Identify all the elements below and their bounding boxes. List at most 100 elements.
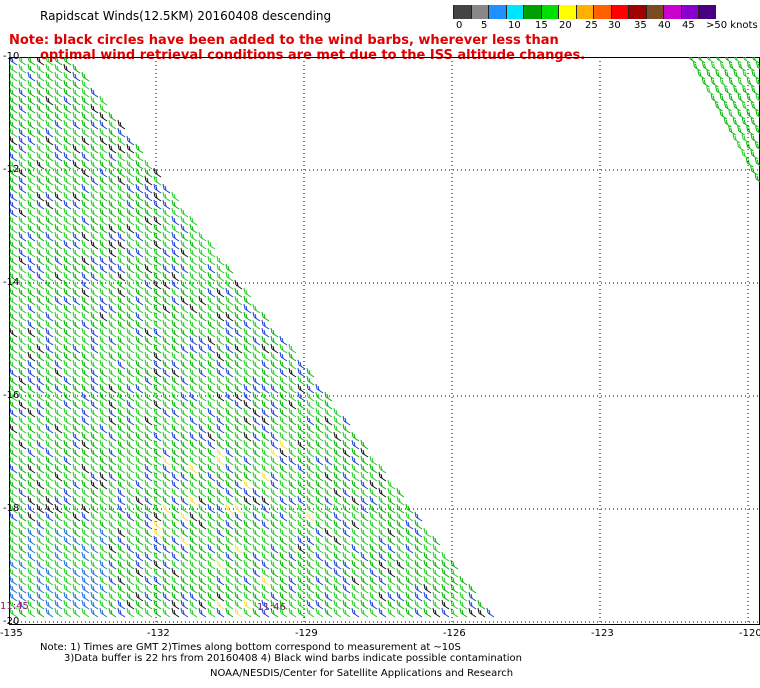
- wind-barb: [81, 471, 90, 482]
- wind-barb: [90, 199, 99, 210]
- wind-barb: [90, 247, 99, 258]
- wind-barb: [162, 367, 171, 378]
- wind-barb: [243, 343, 252, 354]
- wind-barb: [135, 439, 144, 450]
- wind-barb: [207, 607, 216, 618]
- wind-barb: [752, 57, 760, 64]
- wind-barb: [63, 327, 72, 338]
- wind-barb: [171, 591, 180, 602]
- longitude-label: -129: [295, 628, 318, 639]
- wind-barb: [117, 327, 126, 338]
- wind-barb: [99, 95, 108, 106]
- wind-barb: [36, 311, 45, 322]
- wind-barb: [9, 87, 18, 98]
- wind-barb: [18, 471, 27, 482]
- wind-barb: [72, 223, 81, 234]
- wind-barb: [216, 503, 225, 514]
- wind-barb: [252, 399, 261, 410]
- wind-barb: [63, 439, 72, 450]
- wind-barb: [225, 263, 234, 274]
- wind-barb: [270, 551, 279, 562]
- wind-barb: [342, 503, 351, 514]
- wind-barb: [63, 103, 72, 114]
- wind-barb: [144, 519, 153, 530]
- wind-barb: [117, 583, 126, 594]
- wind-barb: [279, 375, 288, 386]
- wind-barb: [270, 383, 279, 394]
- wind-barb: [108, 167, 117, 178]
- wind-barb: [234, 327, 243, 338]
- wind-barb: [189, 255, 198, 266]
- wind-barb: [315, 583, 324, 594]
- wind-barb: [207, 335, 216, 346]
- wind-barb: [90, 167, 99, 178]
- wind-barb: [72, 63, 81, 74]
- wind-barb: [135, 383, 144, 394]
- wind-barb: [243, 303, 252, 314]
- wind-barb: [270, 455, 279, 466]
- wind-barb: [153, 247, 162, 258]
- wind-barb: [737, 125, 745, 136]
- wind-barb: [126, 151, 135, 162]
- wind-barb: [54, 535, 63, 546]
- wind-barb: [252, 303, 261, 314]
- wind-barb: [72, 439, 81, 450]
- wind-barb: [108, 271, 117, 282]
- wind-barb: [90, 255, 99, 266]
- wind-barb: [117, 431, 126, 442]
- wind-barb: [99, 455, 108, 466]
- wind-barb: [90, 575, 99, 586]
- wind-barb: [99, 415, 108, 426]
- wind-barb: [261, 391, 270, 402]
- wind-barb: [737, 109, 746, 120]
- wind-barb: [72, 495, 81, 506]
- wind-barb: [27, 463, 36, 474]
- wind-barb: [9, 551, 18, 562]
- wind-barb: [153, 183, 162, 194]
- wind-barb: [171, 215, 180, 226]
- wind-barb: [63, 559, 72, 570]
- wind-barb: [27, 159, 36, 170]
- wind-barb: [90, 455, 99, 466]
- wind-barb: [135, 167, 144, 178]
- wind-barb: [144, 607, 153, 618]
- wind-barb: [9, 103, 18, 114]
- wind-barb: [18, 495, 27, 506]
- wind-barb: [72, 511, 81, 522]
- wind-barb: [135, 255, 144, 266]
- wind-barb: [216, 567, 225, 578]
- wind-barb: [135, 319, 144, 330]
- wind-barb: [243, 447, 252, 458]
- wind-barb: [288, 599, 297, 610]
- wind-barb: [387, 543, 396, 554]
- wind-barb: [81, 487, 90, 498]
- wind-barb: [63, 503, 72, 514]
- wind-barb: [324, 607, 333, 618]
- wind-barb: [144, 511, 153, 522]
- wind-barb: [72, 159, 81, 170]
- wind-barb: [198, 287, 207, 298]
- wind-barb: [81, 103, 90, 114]
- wind-barb: [279, 567, 288, 578]
- wind-barb: [405, 591, 414, 602]
- wind-barb: [81, 375, 90, 386]
- wind-barb: [225, 359, 234, 370]
- wind-barb: [45, 519, 54, 530]
- wind-barb: [189, 271, 198, 282]
- wind-barb: [306, 591, 315, 602]
- wind-barb: [297, 583, 306, 594]
- wind-barb: [724, 101, 732, 112]
- wind-barb: [162, 439, 171, 450]
- wind-barb: [360, 591, 369, 602]
- wind-barb: [742, 85, 750, 96]
- wind-barb: [45, 367, 54, 378]
- wind-barb: [99, 215, 108, 226]
- wind-barb: [63, 207, 72, 218]
- wind-barb: [171, 319, 180, 330]
- wind-barb: [162, 311, 171, 322]
- wind-barb: [234, 607, 243, 618]
- wind-barb: [306, 559, 315, 570]
- wind-barb: [369, 543, 378, 554]
- wind-barb: [90, 423, 99, 434]
- wind-barb: [90, 447, 99, 458]
